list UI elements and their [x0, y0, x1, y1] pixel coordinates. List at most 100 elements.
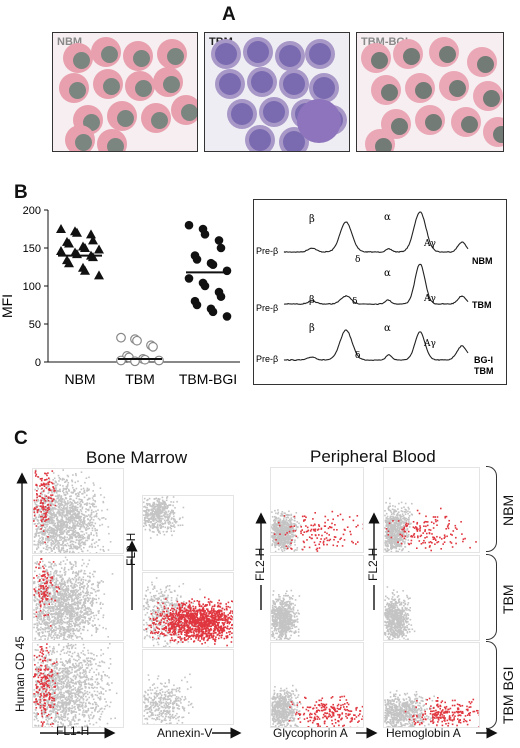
facs-dots [143, 496, 185, 539]
peak-label-delta: δ [355, 351, 360, 361]
data-point-nbm [86, 229, 96, 239]
data-point-tbm [148, 341, 158, 352]
panel-b-letter: B [14, 182, 28, 203]
trace-sample-label: NBM [472, 256, 493, 266]
data-point-nbm [64, 238, 74, 248]
data-point-nbm [94, 270, 104, 280]
hplc-trace-1 [283, 211, 469, 254]
peak-label-beta: β [309, 323, 315, 334]
row-bracket-tbm [486, 554, 497, 640]
y-tick-label: 150 [23, 243, 41, 255]
bm-x-axis-label: FL1-H [56, 724, 90, 738]
data-point-tbm-bgi [216, 292, 226, 301]
peak-label-a-gamma: Aγ [423, 239, 436, 249]
data-point-nbm [56, 246, 66, 256]
data-point-nbm [80, 243, 90, 252]
nucleus [380, 83, 398, 101]
nucleus [476, 55, 494, 73]
nucleus [219, 73, 241, 95]
peak-label-alpha: α [384, 323, 391, 334]
data-point-tbm [132, 335, 142, 346]
pb-y-axis-label-2: FL2-H [366, 547, 380, 581]
data-point-nbm [56, 224, 66, 233]
data-point-nbm [80, 265, 90, 275]
micrograph-tbm: TBM [204, 32, 350, 152]
peak-label-delta: δ [352, 297, 357, 307]
nucleus [72, 51, 90, 69]
annexin-x-axis-label: Annexin-V [157, 726, 213, 740]
nucleus [162, 75, 180, 93]
data-point-nbm [94, 244, 104, 254]
facs-plot-bm-tbm-bgi [32, 642, 124, 729]
nucleus [74, 133, 92, 151]
data-point-tbm-bgi [208, 260, 218, 270]
y-tick-label: 0 [35, 357, 41, 369]
data-point-nbm [88, 235, 98, 245]
data-point-tbm-bgi [208, 307, 218, 317]
peak-label-pre-beta: Pre-β [256, 354, 278, 364]
peak-label-alpha: α [384, 268, 391, 279]
data-point-tbm-bgi [200, 230, 210, 239]
y-tick-label: 100 [23, 281, 41, 293]
nucleus [68, 81, 86, 99]
facs-plot-annexin-2 [142, 572, 235, 649]
data-point-tbm-bgi [214, 236, 224, 245]
annexin-y-axis-label: FL2-H [124, 532, 138, 566]
peak-label-alpha: α [384, 212, 391, 223]
large-nucleus [297, 99, 341, 143]
x-category-label: TBM-BGI [179, 371, 237, 387]
y-tick-label: 50 [29, 319, 41, 331]
nucleus [251, 71, 273, 93]
bone-marrow-title: Bone Marrow [86, 448, 188, 467]
trace-sample-label: TBM [472, 300, 492, 310]
facs-dots [271, 684, 365, 729]
pb-x-axis-label-1: Glycophorin A [273, 726, 348, 740]
data-point-tbm-bgi [216, 243, 226, 253]
peak-label-a-gamma: Aγ [423, 294, 436, 304]
y-axis-label: MFI [0, 294, 15, 318]
bm-y-axis-label: Human CD 45 [13, 635, 27, 712]
peak-label-beta: β [309, 214, 315, 225]
nucleus [448, 79, 466, 97]
facs-plot-glycophorin-tbm-bgi [270, 642, 365, 729]
data-point-nbm [88, 252, 98, 262]
facs-plot-bm-nbm [32, 468, 124, 555]
nucleus [482, 89, 500, 107]
nucleus [370, 51, 388, 69]
nucleus [414, 81, 432, 99]
x-category-label: NBM [64, 371, 95, 387]
facs-dots [143, 577, 235, 649]
data-point-tbm-bgi [184, 274, 194, 283]
data-point-tbm [116, 332, 126, 343]
y-tick-label: 200 [23, 205, 41, 217]
panel-a-letter: A [222, 4, 236, 25]
nucleus [374, 137, 392, 151]
hplc-chromatogram-panel: Pre-β β δ α Aγ NBM Pre-β β δ α Aγ TBM Pr… [253, 199, 507, 385]
nucleus [102, 77, 120, 95]
nucleus [132, 49, 150, 67]
peak-label-pre-beta: Pre-β [256, 246, 278, 256]
data-point-nbm [64, 258, 74, 268]
facs-dots [384, 690, 481, 729]
peripheral-blood-title: Peripheral Blood [310, 447, 436, 466]
row-bracket-tbm-bgi [486, 641, 497, 729]
facs-dots [271, 589, 301, 642]
panel-c-letter: C [14, 428, 28, 449]
facs-plot-bm-tbm [32, 555, 124, 642]
facs-dots [33, 469, 112, 555]
facs-plot-hemoglobin-tbm [383, 555, 480, 642]
nucleus [460, 115, 478, 133]
facs-dots [143, 673, 194, 726]
nucleus [438, 45, 456, 63]
nucleus [134, 79, 152, 97]
nucleus [215, 43, 237, 65]
mfi-scatter-plot: MFI 0 50 100 150 200 NBM TBM TBM-BGI [0, 205, 240, 387]
facs-dots [33, 556, 114, 642]
nucleus [150, 111, 168, 129]
nucleus [283, 131, 305, 151]
nucleus [180, 103, 197, 121]
pb-x-axis-label-2: Hemoglobin A [386, 726, 461, 740]
micrograph-tbm-bgi: TBM-BGI [356, 32, 504, 152]
nucleus [279, 45, 301, 67]
nucleus [106, 137, 124, 151]
